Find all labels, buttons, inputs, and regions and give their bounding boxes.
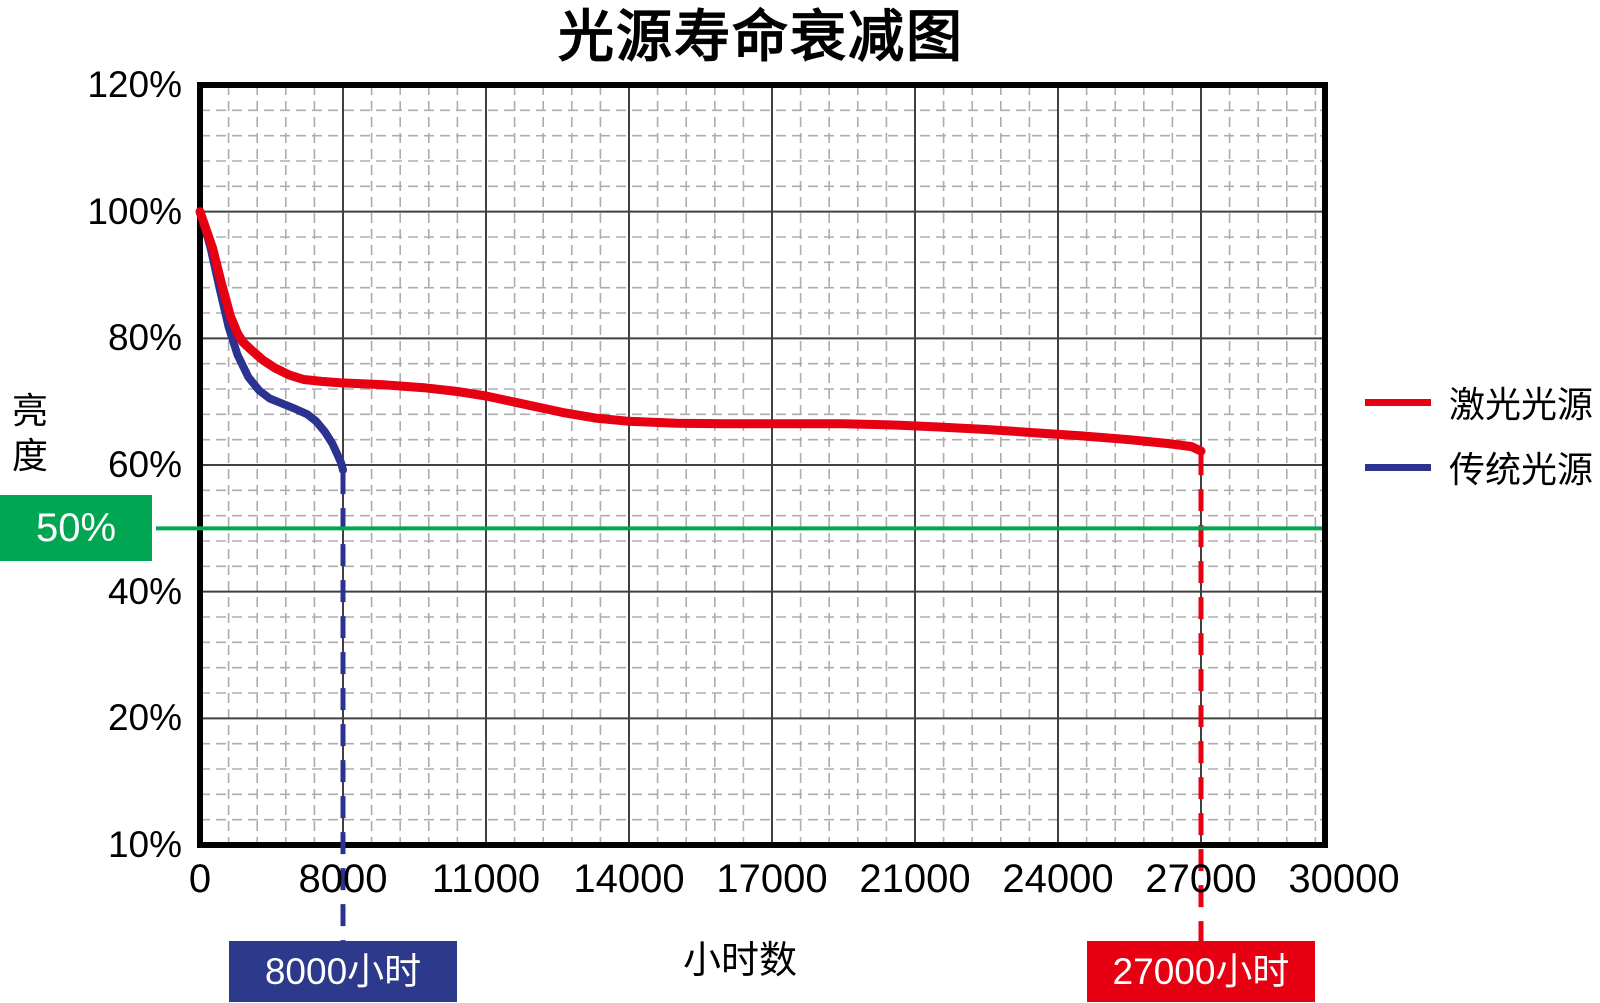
y-axis-title: 亮度 (11, 390, 48, 476)
y-tick-label: 100% (87, 190, 182, 232)
x-axis-title: 小时数 (682, 940, 797, 982)
plot-border (197, 82, 1328, 848)
legend-traditional-label: 传统光源 (1449, 449, 1594, 490)
x-tick-label: 21000 (859, 857, 971, 901)
legend-item-laser: 激光光源 (1365, 380, 1593, 425)
legend-laser-swatch (1365, 398, 1431, 406)
legend-laser-label: 激光光源 (1449, 384, 1594, 425)
x-tick-label: 30000 (1288, 857, 1400, 901)
y-tick-label: 60% (107, 444, 182, 485)
y-tick-label: 80% (107, 317, 182, 359)
traditional-curve (196, 207, 347, 475)
y-tick-label: 120% (87, 64, 182, 105)
laser-curve (195, 207, 1206, 456)
x-tick-label: 11000 (431, 857, 541, 901)
legend-traditional-swatch (1365, 463, 1431, 471)
y-tick-label: 20% (107, 697, 182, 739)
traditional-life-badge: 8000小时 (229, 941, 457, 1002)
laser-life-badge: 27000小时 (1087, 941, 1315, 1002)
x-tick-label: 14000 (573, 857, 685, 901)
x-tick-label: 0 (188, 857, 212, 901)
threshold-badge: 50% (0, 495, 152, 561)
legend-item-traditional: 传统光源 (1365, 445, 1593, 490)
x-tick-label: 8000 (298, 857, 388, 901)
y-tick-label: 40% (107, 570, 182, 612)
x-tick-label: 17000 (716, 857, 828, 901)
y-tick-label: 10% (107, 824, 182, 865)
chart-title: 光源寿命衰减图 (558, 5, 964, 68)
x-tick-label: 24000 (1002, 857, 1114, 901)
x-tick-label: 27000 (1145, 857, 1257, 901)
